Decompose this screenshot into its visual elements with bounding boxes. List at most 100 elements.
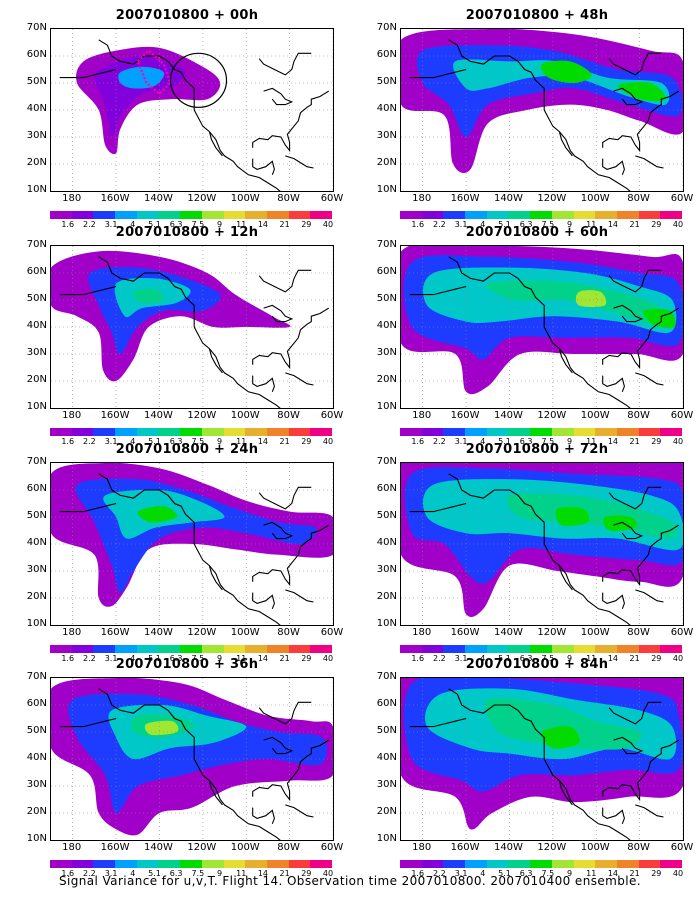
latitude-tick-label: 50N (26, 293, 47, 304)
colorbar (50, 860, 332, 868)
colorbar-label: 6.3 (169, 220, 183, 229)
coastline (252, 807, 275, 824)
longitude-tick-label: 60W (670, 193, 694, 204)
panel-title: 2007010800 + 72h (465, 442, 609, 457)
colorbar-label: 6.3 (519, 437, 533, 446)
colorbar-swatch (71, 860, 94, 868)
figure-caption: Signal Variance for u,v,T. Flight 14. Ob… (59, 874, 641, 888)
latitude-tick-label: 40N (376, 752, 397, 763)
longitude-tick-label: 100W (230, 627, 260, 638)
colorbar-label: 9 (566, 869, 573, 878)
colorbar-swatch (400, 428, 422, 436)
latitude-tick-label: 10N (26, 184, 47, 195)
latitude-tick-label: 20N (376, 591, 397, 602)
variance-contour-level (575, 290, 607, 308)
latitude-tick-label: 60N (26, 49, 47, 60)
latitude-tick-label: 10N (376, 833, 397, 844)
map-plot-area (50, 28, 334, 192)
colorbar-swatch (158, 860, 181, 868)
colorbar-label: 2.2 (433, 220, 446, 229)
colorbar-swatch (465, 860, 487, 868)
longitude-tick-label: 60W (320, 627, 344, 638)
latitude-tick-label: 50N (26, 725, 47, 736)
colorbar-swatch (400, 211, 422, 219)
colorbar-swatch (310, 428, 332, 436)
colorbar-label: 9 (216, 869, 223, 878)
colorbar-swatch (310, 645, 332, 653)
colorbar-swatch (660, 645, 682, 653)
colorbar-label: 7.5 (541, 869, 555, 878)
longitude-tick-label: 80W (277, 842, 300, 853)
colorbar-swatch (245, 211, 267, 219)
latitude-tick-label: 10N (26, 401, 47, 412)
variance-contour-level (555, 507, 590, 526)
colorbar-label: 4 (130, 437, 136, 446)
colorbar-swatch (465, 645, 487, 653)
longitude-tick-label: 160W (450, 410, 480, 421)
latitude-tick-label: 20N (376, 374, 397, 385)
coastline (613, 87, 644, 106)
map-plot-area (400, 245, 684, 409)
colorbar-swatch (530, 860, 552, 868)
colorbar-label: 7.5 (541, 220, 555, 229)
colorbar-swatch (266, 428, 289, 436)
colorbar-swatch (551, 211, 574, 219)
colorbar-label: 29 (301, 437, 312, 446)
colorbar-label: 3.1 (104, 437, 118, 446)
map-panel: 2007010800 + 00h 70N 60N 50N 40N 30N 20N 10N 180… (17, 8, 357, 229)
coastline (263, 304, 294, 323)
longitude-tick-label: 100W (230, 842, 260, 853)
latitude-tick-label: 70N (376, 239, 397, 250)
coastline (98, 39, 281, 191)
colorbar-swatch (660, 860, 682, 868)
colorbar-swatch (530, 211, 552, 219)
colorbar-label: 29 (651, 220, 662, 229)
coastline (258, 486, 312, 510)
colorbar-swatch (465, 428, 487, 436)
longitude-tick-label: 120W (187, 410, 217, 421)
coastline (59, 502, 117, 513)
colorbar-swatch (288, 211, 311, 219)
colorbar-swatch (201, 211, 224, 219)
longitude-tick-label: 140W (143, 627, 173, 638)
longitude-tick-label: 120W (187, 193, 217, 204)
colorbar-swatch (136, 645, 159, 653)
coastline (448, 39, 631, 191)
colorbar-label: 21 (629, 220, 640, 229)
panel-title: 2007010800 + 12h (115, 225, 259, 240)
latitude-tick-label: 40N (26, 537, 47, 548)
coastline (602, 158, 625, 175)
coastline (252, 739, 329, 802)
colorbar-label: 14 (257, 654, 269, 663)
map-plot-area (50, 462, 334, 626)
latitude-tick-label: 70N (26, 22, 47, 33)
coastline (208, 348, 223, 374)
colorbar-label: 11 (586, 654, 597, 663)
colorbar-label: 9 (566, 437, 573, 446)
latitude-tick-label: 30N (26, 564, 47, 575)
colorbar-label: 29 (301, 869, 312, 878)
variance-contour-level (132, 288, 165, 304)
colorbar (400, 645, 682, 653)
colorbar-swatch (595, 428, 617, 436)
colorbar-swatch (595, 860, 617, 868)
colorbar-swatch (421, 211, 444, 219)
colorbar-swatch (158, 211, 181, 219)
colorbar-label: 6.3 (519, 220, 533, 229)
longitude-tick-label: 140W (143, 842, 173, 853)
colorbar-label: 21 (279, 869, 290, 878)
colorbar-label: 5.1 (498, 654, 511, 663)
coastline (448, 473, 631, 625)
colorbar-label: 40 (672, 437, 684, 446)
colorbar-swatch (310, 211, 332, 219)
colorbar-label: 5.1 (148, 654, 161, 663)
colorbar-swatch (223, 645, 246, 653)
latitude-tick-label: 40N (376, 320, 397, 331)
longitude-tick-label: 140W (143, 193, 173, 204)
colorbar-label: 21 (629, 437, 640, 446)
colorbar-swatch (638, 428, 661, 436)
latitude-tick-label: 60N (26, 698, 47, 709)
coastline (448, 256, 631, 408)
longitude-tick-label: 140W (493, 193, 523, 204)
colorbar-label: 11 (236, 869, 247, 878)
